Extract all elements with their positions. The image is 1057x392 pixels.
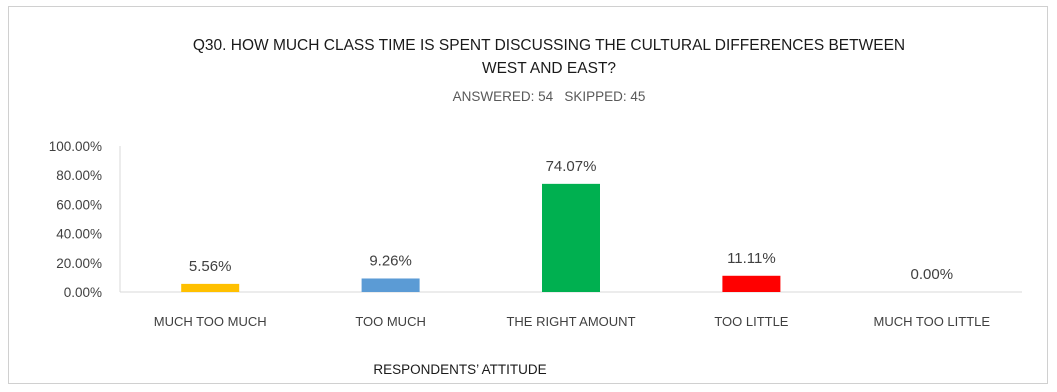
y-tick-label: 0.00% xyxy=(64,285,102,300)
y-tick-label: 100.00% xyxy=(49,139,102,154)
category-labels: MUCH TOO MUCH TOO MUCH THE RIGHT AMOUNT TOO… xyxy=(154,314,991,329)
chart-title-line-2: WEST AND EAST? xyxy=(482,60,616,77)
chart-frame xyxy=(8,6,1048,384)
data-labels: 5.56% 9.26% 74.07% 11.11% 0.00% xyxy=(189,158,953,283)
data-label: 0.00% xyxy=(911,266,954,283)
category-label: THE RIGHT AMOUNT xyxy=(506,314,635,329)
category-label: TOO MUCH xyxy=(355,314,426,329)
chart-title-line-1: Q30. HOW MUCH CLASS TIME IS SPENT DISCUS… xyxy=(193,37,905,54)
category-label: TOO LITTLE xyxy=(714,314,788,329)
data-label: 74.07% xyxy=(546,158,597,175)
bar xyxy=(361,278,420,292)
y-tick-labels: 0.00% 20.00% 40.00% 60.00% 80.00% 100.00% xyxy=(49,139,102,300)
data-label: 11.11% xyxy=(727,250,776,267)
y-tick-label: 60.00% xyxy=(56,197,102,212)
y-tick-label: 80.00% xyxy=(56,168,102,183)
bars xyxy=(181,183,781,292)
category-label: MUCH TOO MUCH xyxy=(154,314,267,329)
y-tick-label: 40.00% xyxy=(56,227,102,242)
data-label: 9.26% xyxy=(369,252,412,269)
data-label: 5.56% xyxy=(189,258,232,275)
bar xyxy=(181,283,240,292)
chart-subtitle: ANSWERED: 54 SKIPPED: 45 xyxy=(453,89,646,104)
x-axis-label: RESPONDENTS’ ATTITUDE xyxy=(373,362,546,377)
category-label: MUCH TOO LITTLE xyxy=(874,314,991,329)
bar xyxy=(542,183,600,292)
y-tick-label: 20.00% xyxy=(56,256,102,271)
bar xyxy=(722,275,781,292)
